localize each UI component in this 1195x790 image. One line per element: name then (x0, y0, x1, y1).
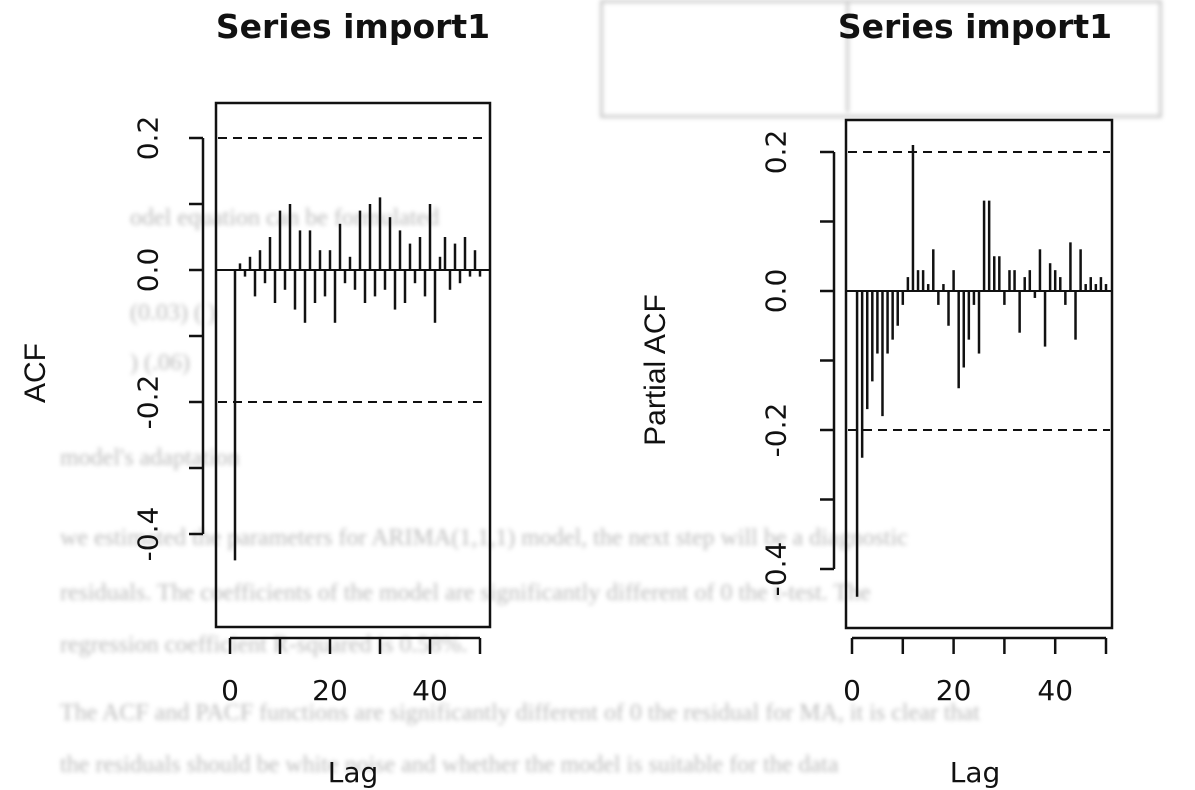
acf-x-tick-label: 40 (412, 674, 448, 707)
pacf-y-ticks: -0.4 -0.2 0.0 0.2 (760, 130, 836, 597)
acf-y-axis-label: ACF (19, 343, 52, 403)
background-text-line: we estimated the parameters for ARIMA(1,… (60, 525, 908, 551)
pacf-x-tick-label: 0 (843, 674, 861, 707)
acf-y-tick-label: -0.4 (132, 507, 165, 562)
acf-x-tick-label: 0 (221, 674, 239, 707)
pacf-x-axis-label: Lag (950, 756, 1001, 789)
acf-plot-frame (214, 101, 492, 629)
acf-x-axis-label: Lag (328, 756, 379, 789)
background-text-line: regression coefficient R-squared is 0.58… (60, 632, 468, 658)
acf-panel: Series import1 Lag ACF 0 20 40 -0.4 -0.2 0.0… (19, 7, 492, 789)
pacf-bars (846, 145, 1112, 597)
acf-y-ticks: -0.4 -0.2 0.0 0.2 (132, 116, 205, 562)
background-text-line: ) (.06) (130, 350, 190, 376)
background-text-line: The ACF and PACF functions are significa… (60, 700, 980, 726)
acf-bars (216, 137, 490, 561)
pacf-y-axis-label: Partial ACF (639, 294, 672, 446)
background-text-line: model's adaptation (60, 445, 240, 471)
pacf-chart-title: Series import1 (838, 7, 1112, 46)
pacf-y-tick-label: -0.2 (760, 403, 793, 458)
pacf-plot-frame (844, 118, 1114, 630)
background-table-frame (846, 0, 849, 112)
pacf-panel: Series import1 Lag Partial ACF 0 20 40 -0.… (639, 7, 1114, 789)
background-text-line: the residuals should be white noise and … (60, 752, 839, 778)
acf-chart-title: Series import1 (216, 7, 490, 46)
pacf-y-tick-label: 0.2 (760, 130, 793, 175)
background-text-line: odel equation can be formulated (130, 205, 440, 231)
background-table-frame (600, 0, 1162, 118)
acf-y-tick-label: 0.0 (132, 248, 165, 293)
pacf-y-tick-label: -0.4 (760, 542, 793, 597)
acf-x-ticks: 0 20 40 (221, 636, 482, 707)
acf-y-tick-label: -0.2 (132, 375, 165, 430)
pacf-y-tick-label: 0.0 (760, 269, 793, 314)
pacf-x-tick-label: 20 (936, 674, 972, 707)
pacf-x-ticks: 0 20 40 (843, 636, 1108, 707)
background-text-line: residuals. The coefficients of the model… (60, 580, 871, 606)
background-text-line: (0.03) ( ) (130, 300, 216, 326)
acf-y-tick-label: 0.2 (132, 116, 165, 161)
acf-x-tick-label: 20 (312, 674, 348, 707)
pacf-x-tick-label: 40 (1037, 674, 1073, 707)
